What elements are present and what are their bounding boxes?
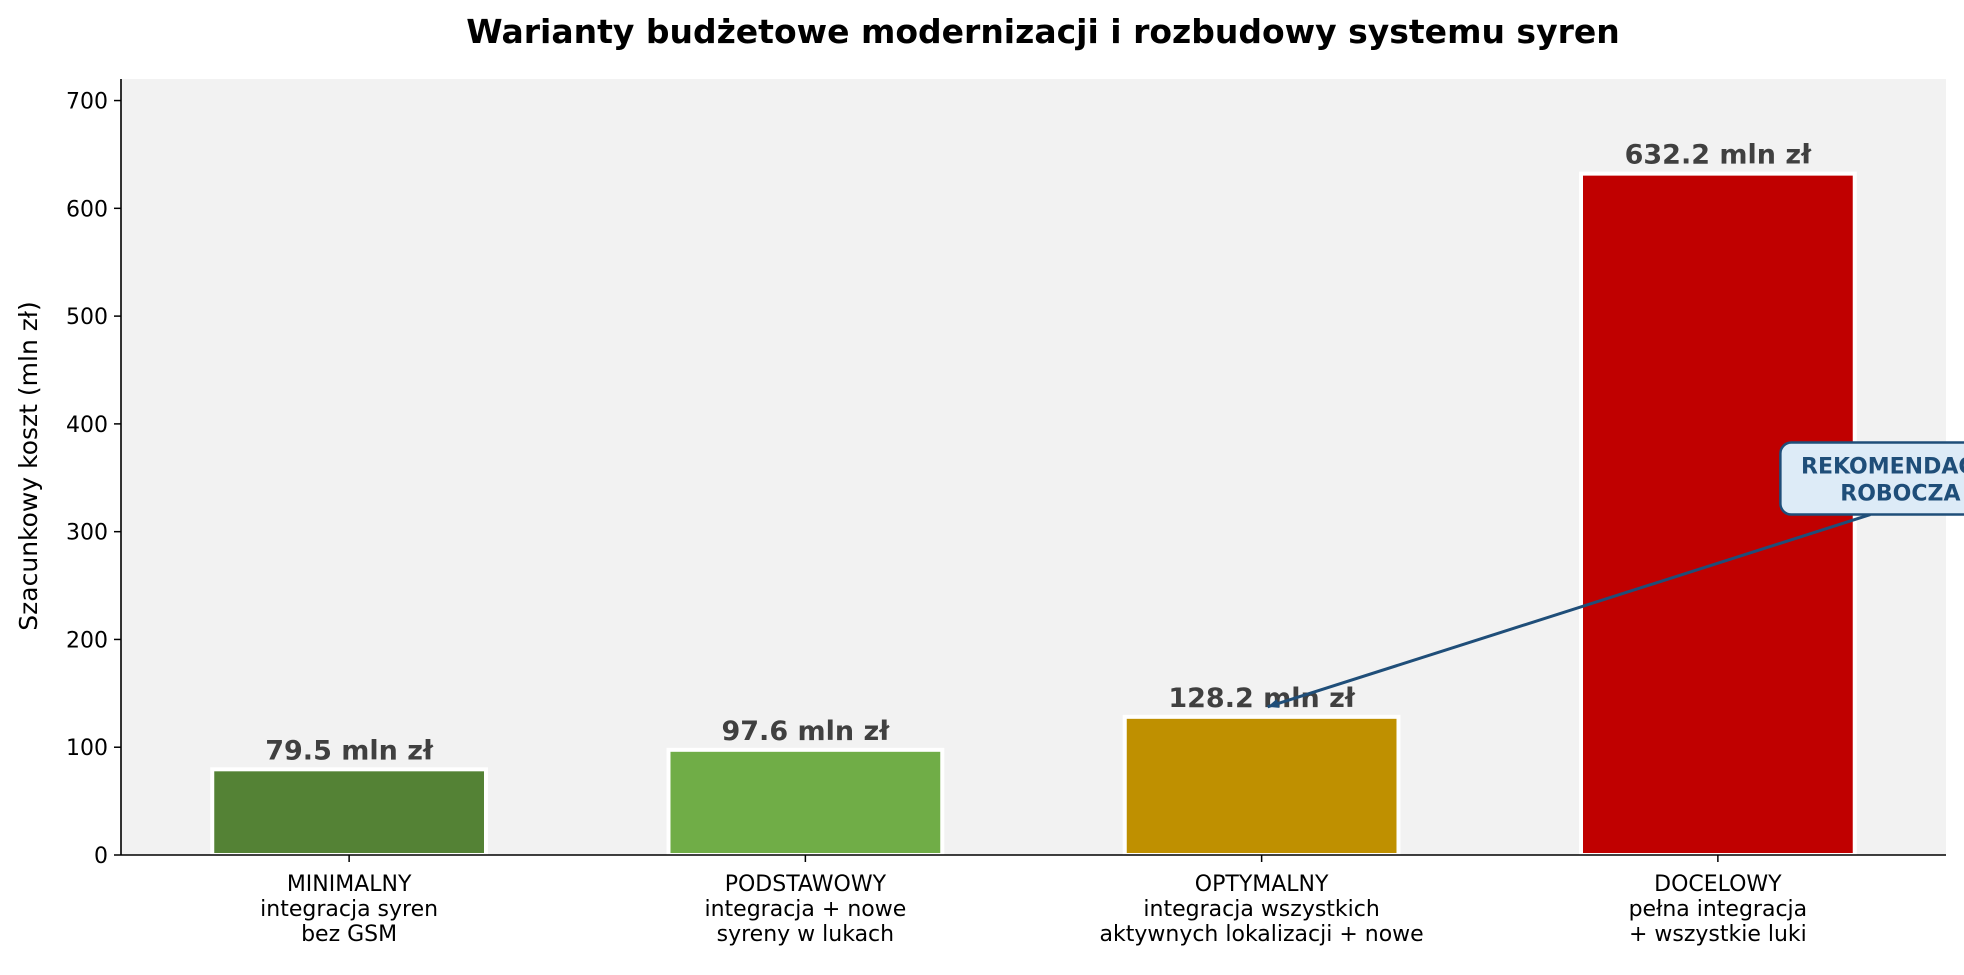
y-tick-label-6: 600 [66, 197, 108, 222]
data-label-0: 79.5 mln zł [265, 735, 434, 766]
x-tick-label-2: OPTYMALNY integracja wszystkich aktywnych … [1100, 872, 1424, 947]
y-axis-label: Szacunkowy koszt (mln zł) [14, 301, 43, 630]
data-label-1: 97.6 mln zł [721, 716, 890, 747]
bar-1 [666, 747, 945, 858]
x-tick-label-3: DOCELOWY pełna integracja + wszystkie luki [1629, 872, 1808, 947]
y-tick-label-0: 0 [94, 844, 108, 869]
chart-title: Warianty budżetowe modernizacji i rozbud… [466, 12, 1620, 51]
annotation-arrow-head [1267, 699, 1280, 708]
x-tick-label-0: MINIMALNY integracja syren bez GSM [260, 872, 438, 947]
y-tick-label-3: 300 [66, 521, 108, 546]
annotation-arrow [1267, 513, 1871, 709]
y-tick-label-7: 700 [66, 90, 108, 115]
y-tick-label-5: 500 [66, 305, 108, 330]
y-tick-label-4: 400 [66, 413, 108, 438]
bar-2 [1122, 714, 1401, 858]
annotation: REKOMENDACJAROBOCZA [1267, 441, 1964, 709]
x-tick-label-1: PODSTAWOWY integracja + nowe syreny w luka… [705, 872, 907, 947]
annotation-box [1779, 441, 1964, 516]
bar-0 [210, 767, 488, 857]
y-tick-label-1: 100 [66, 736, 108, 761]
y-tick-label-2: 200 [66, 628, 108, 653]
annotation-text: REKOMENDACJAROBOCZA [1801, 455, 1964, 507]
data-label-3: 632.2 mln zł [1625, 140, 1813, 171]
axes: MINIMALNY integracja syren bez GSM PODSTAWO… [66, 79, 1946, 947]
